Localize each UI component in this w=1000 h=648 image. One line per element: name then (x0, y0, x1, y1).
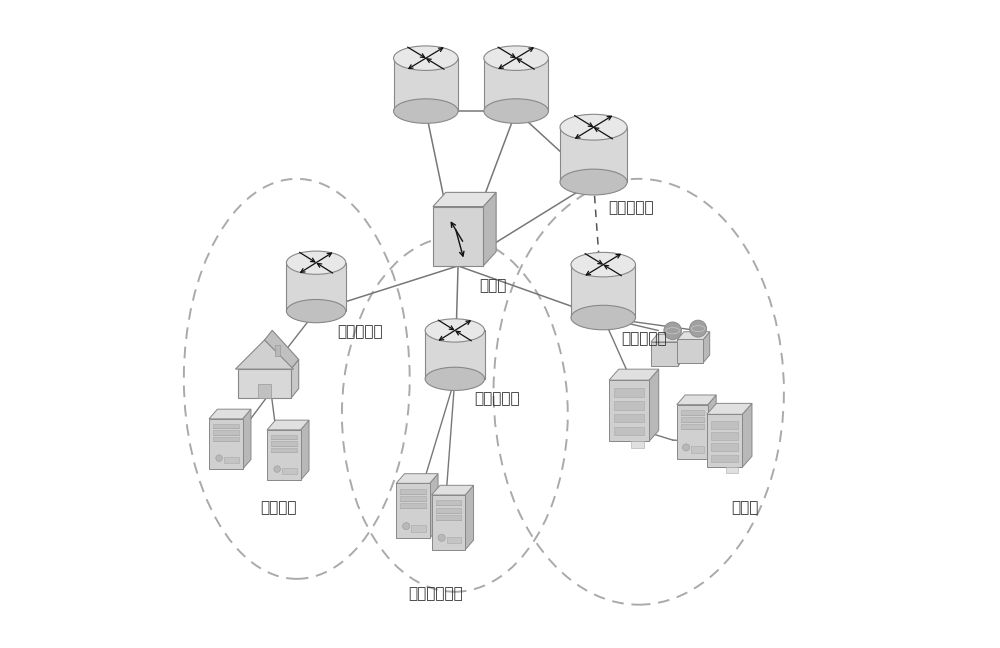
Polygon shape (711, 443, 738, 451)
Text: 接入层: 接入层 (479, 278, 507, 293)
Text: 主干路由器: 主干路由器 (608, 200, 654, 215)
Polygon shape (275, 345, 280, 356)
Polygon shape (742, 403, 752, 467)
Circle shape (664, 322, 681, 340)
Polygon shape (238, 369, 291, 399)
Polygon shape (609, 369, 659, 380)
Polygon shape (614, 427, 644, 435)
Polygon shape (726, 467, 738, 472)
Polygon shape (432, 485, 474, 495)
Polygon shape (271, 435, 297, 439)
Polygon shape (649, 369, 659, 441)
Ellipse shape (484, 98, 548, 123)
Ellipse shape (425, 319, 485, 342)
Polygon shape (651, 342, 678, 366)
Ellipse shape (394, 98, 458, 123)
Polygon shape (677, 332, 710, 340)
Polygon shape (213, 424, 239, 428)
Polygon shape (209, 409, 251, 419)
Polygon shape (243, 409, 251, 469)
Polygon shape (631, 441, 644, 448)
Polygon shape (707, 414, 742, 467)
Polygon shape (213, 437, 239, 441)
Polygon shape (267, 420, 309, 430)
Circle shape (690, 320, 707, 337)
Polygon shape (571, 264, 635, 318)
Polygon shape (708, 395, 716, 459)
Polygon shape (396, 483, 430, 538)
Polygon shape (271, 441, 297, 446)
Text: 边界路由器: 边界路由器 (337, 324, 383, 340)
Ellipse shape (560, 169, 627, 195)
Polygon shape (560, 127, 627, 182)
Polygon shape (291, 360, 299, 399)
Polygon shape (235, 340, 294, 369)
Polygon shape (678, 334, 685, 366)
Polygon shape (609, 380, 649, 441)
Ellipse shape (484, 46, 548, 71)
Polygon shape (691, 446, 704, 453)
Polygon shape (433, 207, 483, 266)
Polygon shape (677, 404, 708, 459)
Circle shape (438, 534, 445, 541)
Polygon shape (430, 474, 438, 538)
Polygon shape (394, 58, 458, 111)
Text: 家庭网络: 家庭网络 (260, 500, 296, 515)
Text: 小型办公网络: 小型办公网络 (408, 586, 463, 601)
Polygon shape (677, 340, 703, 363)
Polygon shape (614, 401, 644, 410)
Polygon shape (483, 192, 496, 266)
Polygon shape (432, 495, 465, 550)
Polygon shape (614, 414, 644, 422)
Polygon shape (707, 403, 752, 414)
Circle shape (403, 522, 410, 529)
Polygon shape (677, 395, 716, 404)
Polygon shape (271, 448, 297, 452)
Polygon shape (411, 525, 426, 531)
Polygon shape (703, 332, 710, 363)
Polygon shape (681, 424, 704, 430)
Polygon shape (436, 500, 461, 505)
Ellipse shape (571, 252, 635, 277)
Ellipse shape (286, 299, 346, 323)
Polygon shape (267, 430, 301, 480)
Polygon shape (301, 420, 309, 480)
Polygon shape (400, 489, 426, 494)
Ellipse shape (560, 114, 627, 140)
Polygon shape (465, 485, 474, 550)
Polygon shape (209, 419, 243, 469)
Polygon shape (614, 388, 644, 397)
Polygon shape (400, 496, 426, 501)
Polygon shape (282, 468, 297, 474)
Polygon shape (711, 421, 738, 428)
Circle shape (683, 444, 690, 451)
Circle shape (216, 455, 222, 461)
Polygon shape (651, 334, 685, 342)
Polygon shape (258, 384, 271, 399)
Polygon shape (681, 410, 704, 415)
Polygon shape (711, 432, 738, 440)
Ellipse shape (571, 305, 635, 330)
Polygon shape (425, 330, 485, 379)
Text: 边界路由器: 边界路由器 (621, 330, 667, 345)
Ellipse shape (286, 251, 346, 274)
Polygon shape (436, 507, 461, 513)
Ellipse shape (425, 367, 485, 391)
Polygon shape (447, 537, 461, 543)
Polygon shape (400, 503, 426, 508)
Polygon shape (264, 330, 299, 369)
Polygon shape (213, 430, 239, 435)
Polygon shape (286, 262, 346, 311)
Polygon shape (484, 58, 548, 111)
Polygon shape (433, 192, 496, 207)
Polygon shape (711, 454, 738, 462)
Text: 服务器: 服务器 (731, 500, 758, 515)
Text: 边界路由器: 边界路由器 (474, 391, 520, 406)
Polygon shape (396, 474, 438, 483)
Polygon shape (224, 457, 239, 463)
Circle shape (274, 466, 280, 472)
Polygon shape (436, 515, 461, 520)
Polygon shape (681, 417, 704, 422)
Ellipse shape (394, 46, 458, 71)
